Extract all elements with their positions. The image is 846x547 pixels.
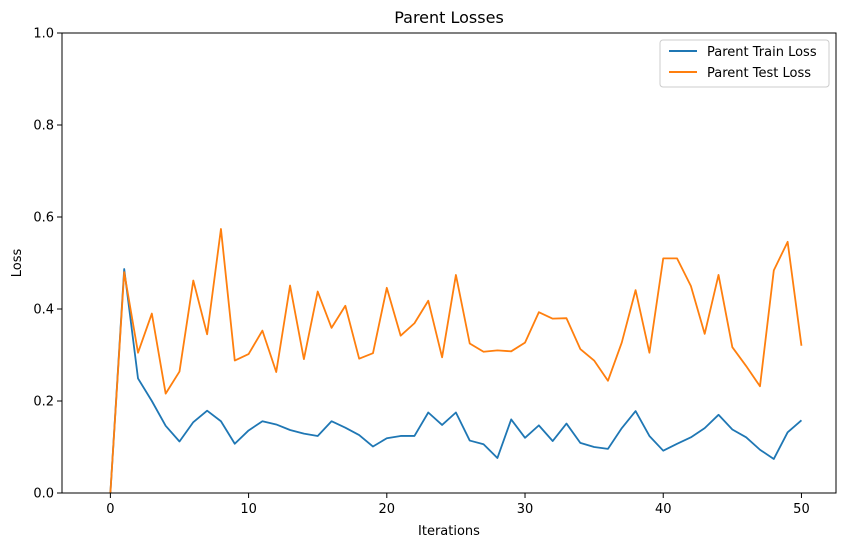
legend: Parent Train Loss Parent Test Loss bbox=[659, 39, 830, 88]
y-tick-label: 0.0 bbox=[33, 487, 54, 502]
plot-frame bbox=[61, 32, 837, 494]
x-tick-label: 0 bbox=[106, 502, 114, 517]
series-line-train bbox=[109, 268, 803, 494]
legend-label-train: Parent Train Loss bbox=[707, 45, 817, 60]
series-line-test bbox=[109, 228, 803, 494]
y-tick-label: 0.4 bbox=[33, 303, 54, 318]
series-layer bbox=[109, 228, 803, 494]
legend-box bbox=[659, 39, 830, 88]
x-axis: 0 10 20 30 40 50 bbox=[106, 493, 810, 517]
x-tick-label: 30 bbox=[517, 502, 534, 517]
y-tick-label: 1.0 bbox=[33, 27, 54, 42]
y-tick-label: 0.8 bbox=[33, 119, 54, 134]
y-axis: 0.0 0.2 0.4 0.6 0.8 1.0 bbox=[33, 27, 62, 502]
y-tick-label: 0.6 bbox=[33, 211, 54, 226]
x-tick-label: 20 bbox=[379, 502, 396, 517]
chart-title: Parent Losses bbox=[394, 8, 504, 27]
x-tick-label: 40 bbox=[655, 502, 672, 517]
y-tick-label: 0.2 bbox=[33, 395, 54, 410]
y-axis-label: Loss bbox=[10, 249, 25, 278]
legend-label-test: Parent Test Loss bbox=[707, 66, 811, 81]
x-axis-label: Iterations bbox=[418, 524, 480, 539]
x-tick-label: 50 bbox=[793, 502, 810, 517]
x-tick-label: 10 bbox=[240, 502, 257, 517]
